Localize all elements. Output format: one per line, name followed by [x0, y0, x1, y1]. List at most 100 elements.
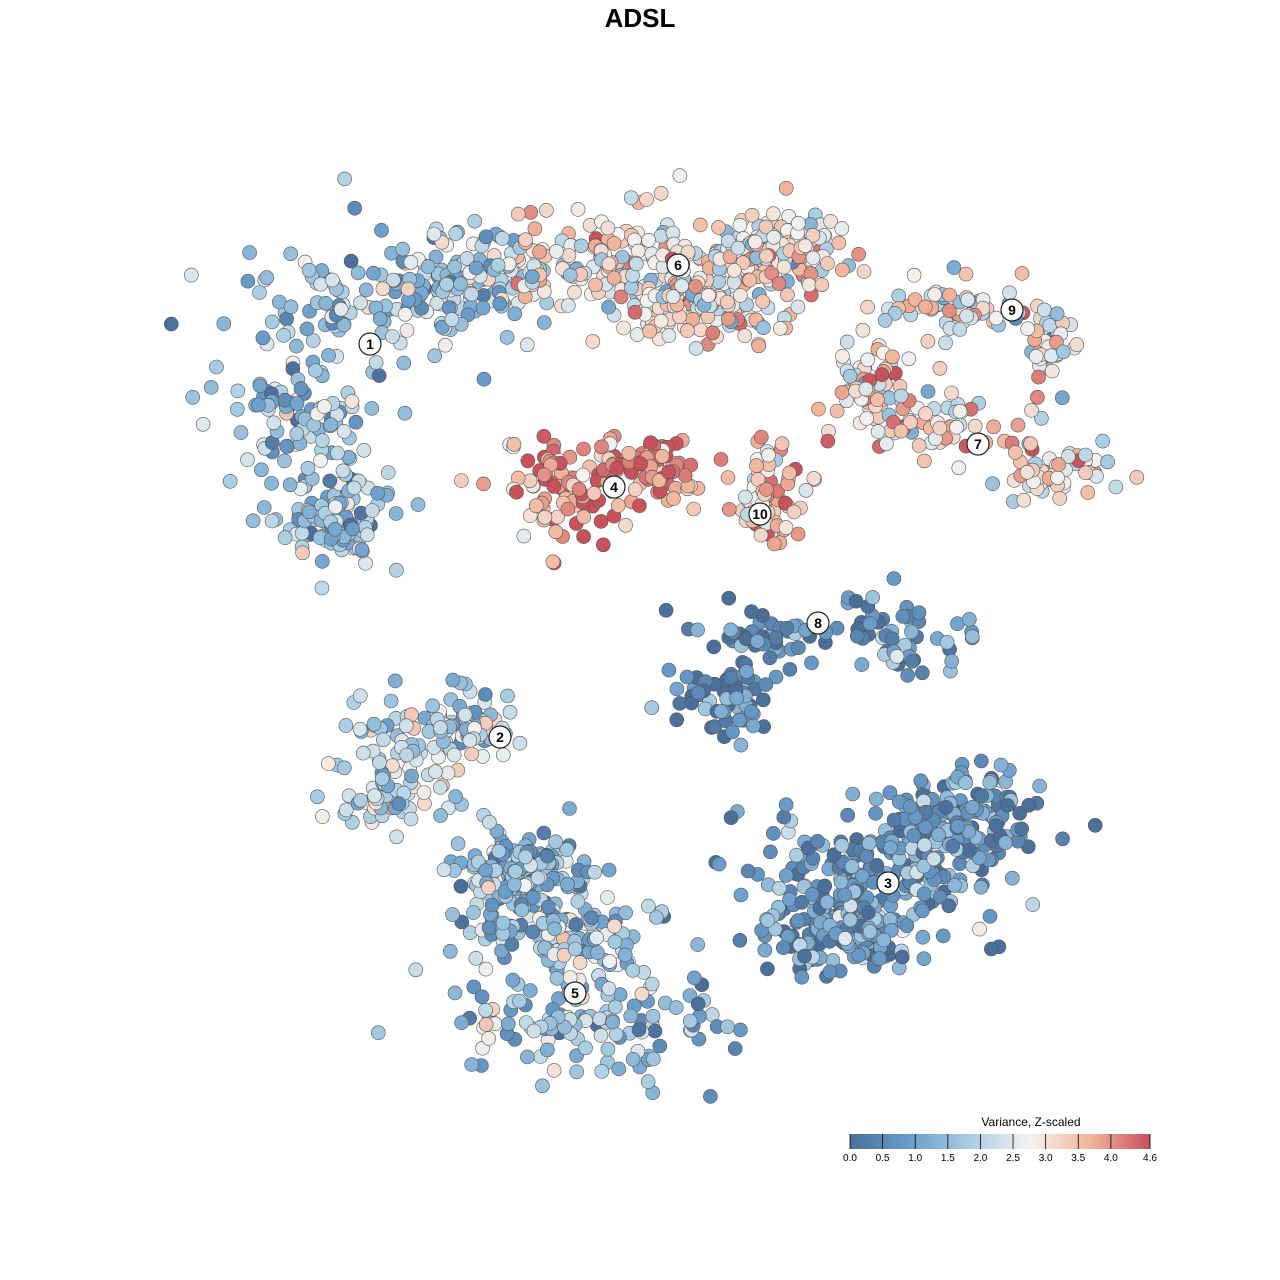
- data-point: [560, 298, 576, 313]
- data-point: [819, 894, 835, 910]
- data-point: [459, 251, 475, 266]
- data-point: [870, 392, 885, 408]
- data-point: [952, 403, 968, 419]
- data-point: [1024, 403, 1039, 418]
- data-point: [446, 747, 462, 763]
- data-point: [522, 983, 538, 998]
- data-point: [797, 238, 813, 254]
- data-point: [915, 903, 930, 919]
- data-point: [758, 219, 774, 235]
- data-point: [944, 653, 960, 669]
- data-point: [346, 480, 362, 496]
- cluster-label-badge: [563, 981, 587, 1005]
- data-point: [951, 460, 967, 476]
- data-point: [797, 948, 812, 964]
- data-point: [343, 253, 359, 269]
- data-point: [805, 250, 821, 266]
- data-point: [500, 1016, 516, 1032]
- data-point: [481, 920, 497, 936]
- data-point: [1049, 306, 1065, 322]
- data-point: [478, 1002, 493, 1018]
- data-point: [720, 470, 736, 485]
- data-point: [445, 672, 461, 688]
- data-point: [842, 912, 858, 928]
- data-point: [688, 341, 704, 356]
- data-point: [1044, 363, 1060, 379]
- data-point: [352, 721, 368, 737]
- data-point: [264, 476, 279, 491]
- data-point: [398, 718, 414, 734]
- data-point: [293, 381, 309, 396]
- data-point: [949, 419, 964, 435]
- data-point: [185, 389, 200, 405]
- data-point: [313, 453, 328, 468]
- data-point: [367, 788, 382, 804]
- data-point: [301, 262, 317, 278]
- data-point: [625, 963, 641, 978]
- data-point: [950, 819, 966, 834]
- data-point: [548, 834, 564, 850]
- data-point: [877, 313, 893, 328]
- data-point: [1014, 821, 1030, 837]
- data-point: [468, 950, 484, 966]
- data-point: [589, 945, 605, 960]
- data-point: [653, 228, 669, 244]
- data-point: [820, 256, 835, 271]
- data-point: [855, 322, 871, 338]
- data-point: [507, 306, 523, 322]
- data-point: [643, 435, 658, 451]
- data-point: [602, 954, 617, 969]
- data-point: [321, 348, 336, 363]
- data-point: [387, 673, 403, 689]
- data-point: [629, 327, 645, 342]
- data-point: [669, 712, 685, 728]
- data-point: [397, 405, 413, 421]
- data-point: [453, 878, 469, 894]
- data-point: [649, 910, 664, 925]
- data-point: [338, 718, 354, 733]
- data-point: [727, 1041, 743, 1056]
- data-point: [998, 835, 1013, 851]
- data-point: [359, 527, 375, 543]
- data-point: [587, 864, 603, 880]
- data-point: [353, 295, 368, 311]
- cluster-label-badge: [966, 432, 990, 456]
- data-point: [942, 287, 957, 303]
- data-point: [860, 299, 875, 315]
- data-point: [1108, 479, 1124, 495]
- data-point: [747, 234, 763, 250]
- data-point: [216, 316, 232, 332]
- colorbar-tick-label: 1.0: [908, 1153, 922, 1164]
- data-point: [1087, 817, 1103, 833]
- data-point: [876, 932, 892, 948]
- data-point: [556, 947, 572, 963]
- cluster-label-text: 3: [884, 875, 892, 891]
- colorbar-tick-label: 3.0: [1039, 1153, 1053, 1164]
- data-point: [653, 313, 669, 329]
- data-point: [525, 924, 541, 940]
- data-point: [1055, 390, 1070, 406]
- data-point: [755, 294, 771, 309]
- data-point: [621, 445, 637, 461]
- data-point: [915, 929, 931, 945]
- cluster-label-1: 1: [358, 332, 382, 356]
- data-point: [404, 768, 419, 784]
- data-point: [774, 436, 790, 452]
- data-point: [252, 285, 267, 300]
- colorbar-tick-label: 2.5: [1006, 1153, 1020, 1164]
- cluster-label-text: 7: [974, 436, 982, 452]
- data-point: [993, 757, 1009, 773]
- data-point: [837, 887, 853, 903]
- data-point: [1020, 321, 1035, 337]
- data-point: [942, 303, 957, 319]
- data-point: [572, 955, 588, 970]
- data-point: [560, 501, 576, 517]
- data-point: [353, 792, 368, 808]
- cluster-label-9: 9: [1000, 298, 1024, 322]
- cluster-label-text: 10: [752, 506, 768, 522]
- data-point: [546, 479, 562, 494]
- data-point: [726, 263, 742, 278]
- data-point: [645, 1008, 661, 1024]
- data-point: [453, 276, 468, 292]
- data-point: [476, 371, 492, 387]
